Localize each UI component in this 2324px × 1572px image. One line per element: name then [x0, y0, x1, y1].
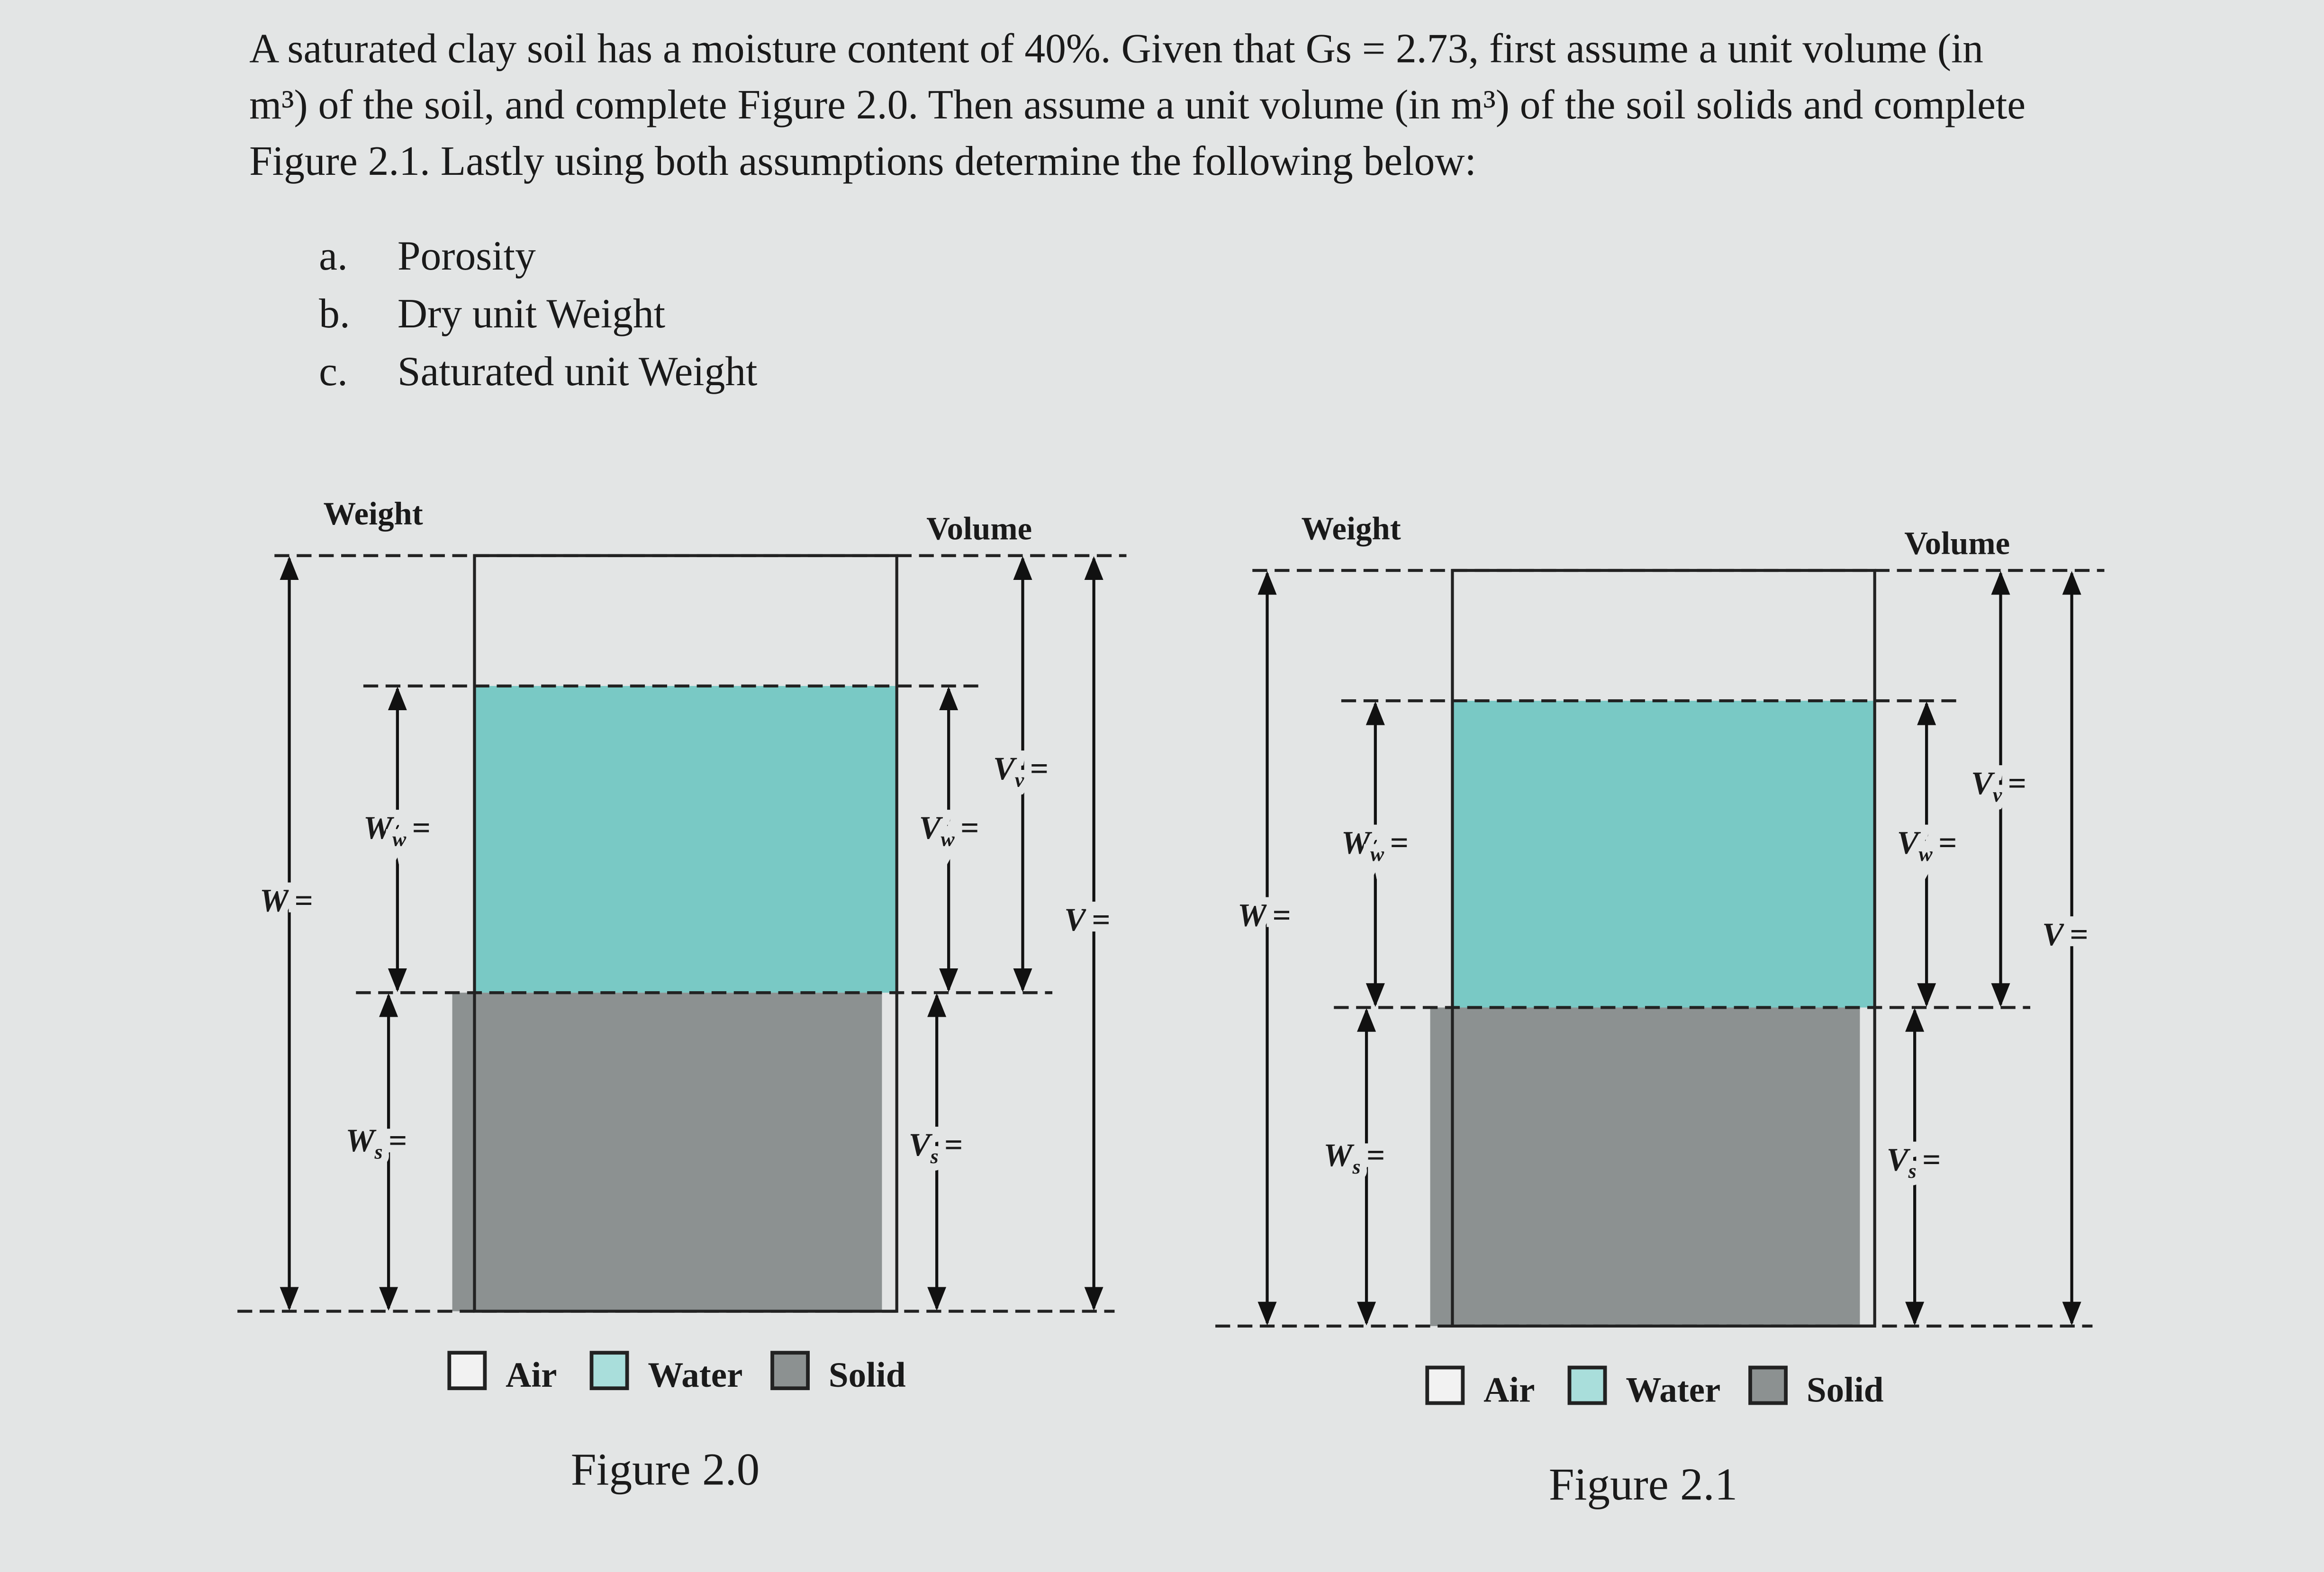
legend-label: Water	[1626, 1370, 1720, 1409]
legend-swatch	[770, 1351, 810, 1391]
label-sign: =	[1092, 902, 1111, 938]
label-subscript: s	[1908, 1160, 1917, 1183]
water-phase	[474, 686, 897, 993]
label-sign: =	[2070, 916, 2088, 952]
dimension-label: W =	[1238, 897, 1291, 933]
label-sign: =	[295, 882, 313, 918]
label-symbol: W	[1341, 824, 1373, 860]
legend-label: Air	[1483, 1370, 1535, 1409]
solid-phase	[452, 993, 882, 1311]
legend-label: Air	[506, 1355, 557, 1395]
label-subscript: w	[1370, 843, 1384, 866]
label-sign: =	[412, 810, 431, 846]
figure-caption: Figure 2.1	[1549, 1459, 1738, 1509]
label-symbol: V	[919, 810, 943, 846]
label-sign: =	[2008, 765, 2026, 801]
legend-label: Water	[648, 1355, 742, 1395]
legend-swatch	[447, 1351, 487, 1391]
problem-line: A saturated clay soil has a moisture con…	[249, 25, 1983, 71]
label-sign: =	[1366, 1137, 1385, 1173]
figure-caption: Figure 2.0	[571, 1444, 760, 1494]
item-letter: a.	[319, 233, 348, 279]
label-sign: =	[944, 1127, 963, 1163]
legend-swatch	[589, 1351, 629, 1391]
legend-swatch	[1567, 1365, 1607, 1405]
problem-line: m³) of the soil, and complete Figure 2.0…	[249, 81, 2026, 127]
label-sign: =	[1390, 824, 1409, 860]
label-symbol: W	[345, 1122, 377, 1158]
label-subscript: s	[374, 1141, 383, 1164]
label-subscript: v	[1015, 769, 1024, 792]
label-sign: =	[960, 810, 979, 846]
weight-heading: Weight	[1301, 510, 1401, 546]
label-subscript: w	[1919, 843, 1933, 866]
legend-swatch	[1425, 1365, 1465, 1405]
label-subscript: v	[1993, 784, 2002, 806]
label-sign: =	[389, 1122, 407, 1158]
label-sign: =	[1030, 750, 1049, 786]
item-letter: b.	[319, 290, 350, 336]
label-symbol: V	[1064, 902, 1088, 938]
dimension-label: W =	[260, 882, 313, 918]
legend-swatch	[1748, 1365, 1788, 1405]
label-sign: =	[1938, 824, 1957, 860]
label-symbol: W	[260, 882, 291, 918]
problem-line: Figure 2.1. Lastly using both assumption…	[249, 138, 1476, 184]
label-subscript: s	[930, 1145, 939, 1168]
label-sign: =	[1273, 897, 1291, 933]
label-symbol: V	[993, 750, 1017, 786]
volume-heading: Volume	[1904, 525, 2010, 561]
label-subscript: s	[1352, 1156, 1361, 1178]
item-letter: c.	[319, 348, 348, 394]
label-symbol: V	[1887, 1142, 1911, 1178]
label-symbol: W	[1323, 1137, 1355, 1173]
label-symbol: W	[363, 810, 395, 846]
volume-heading: Volume	[926, 510, 1032, 546]
weight-heading: Weight	[323, 496, 423, 532]
item-text: Dry unit Weight	[398, 290, 665, 336]
label-symbol: V	[909, 1127, 933, 1163]
label-sign: =	[1922, 1142, 1941, 1178]
label-symbol: V	[1971, 765, 1995, 801]
legend-label: Solid	[829, 1355, 906, 1395]
water-phase	[1452, 701, 1875, 1008]
item-text: Saturated unit Weight	[398, 348, 758, 394]
label-symbol: W	[1238, 897, 1269, 933]
label-subscript: w	[392, 828, 407, 851]
label-subscript: w	[941, 828, 955, 851]
item-text: Porosity	[398, 233, 536, 279]
dimension-label: Ws =	[1323, 1137, 1385, 1178]
solid-phase	[1430, 1007, 1860, 1326]
label-symbol: V	[1897, 824, 1921, 860]
legend-label: Solid	[1807, 1370, 1884, 1409]
label-symbol: V	[2042, 916, 2066, 952]
